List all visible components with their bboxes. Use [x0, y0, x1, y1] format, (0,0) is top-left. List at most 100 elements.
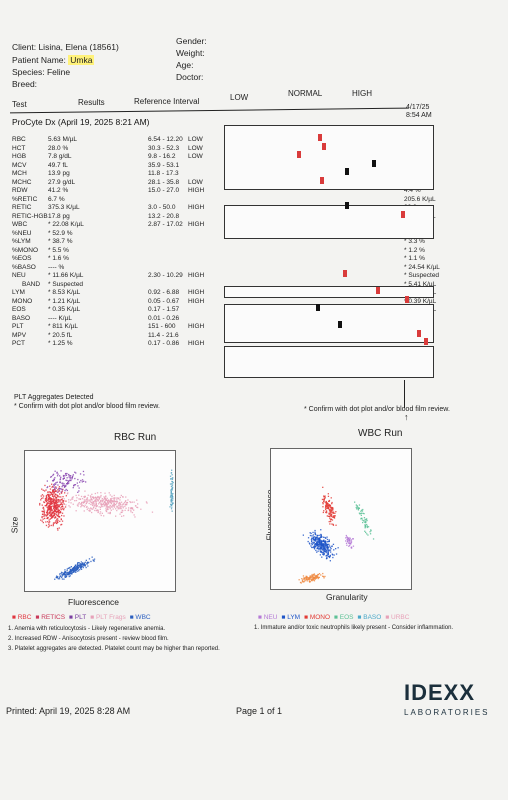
result-flag: HIGH — [188, 289, 205, 296]
scatter-dot — [58, 489, 60, 491]
scatter-dot — [74, 568, 76, 570]
scatter-dot — [109, 512, 111, 514]
scatter-dot — [74, 568, 76, 571]
scatter-dot — [99, 511, 102, 513]
scatter-dot — [60, 492, 63, 494]
scatter-dot — [71, 573, 73, 575]
scatter-dot — [73, 568, 75, 570]
patient-label: Patient Name: — [12, 55, 66, 65]
scatter-dot — [80, 561, 82, 563]
scatter-dot — [324, 540, 326, 542]
scatter-dot — [42, 489, 44, 491]
test-result: * 0.35 K/µL — [48, 306, 81, 313]
scatter-dot — [315, 577, 317, 579]
scatter-dot — [362, 512, 364, 514]
scatter-dot — [81, 481, 83, 483]
scatter-dot — [92, 507, 95, 509]
scatter-dot — [54, 470, 56, 472]
scatter-dot — [313, 548, 316, 550]
scatter-dot — [329, 549, 332, 551]
scatter-dot — [44, 514, 47, 516]
scatter-dot — [312, 536, 314, 538]
scatter-dot — [319, 538, 321, 540]
confirm-note-right: * Confirm with dot plot and/or blood fil… — [304, 406, 450, 413]
scatter-dot — [91, 503, 93, 505]
col-low: LOW — [230, 93, 249, 102]
scatter-dot — [370, 529, 372, 531]
scatter-dot — [302, 575, 305, 577]
scatter-dot — [358, 504, 361, 506]
scatter-dot — [64, 570, 66, 573]
scatter-dot — [126, 503, 128, 506]
scatter-dot — [49, 506, 51, 509]
scatter-dot — [43, 510, 46, 512]
test-result: 13.9 pg — [48, 170, 70, 177]
page-number: Page 1 of 1 — [236, 706, 283, 716]
scatter-dot — [47, 497, 49, 500]
scatter-dot — [332, 524, 335, 526]
scatter-dot — [311, 543, 313, 545]
scatter-dot — [70, 566, 72, 568]
scatter-dot — [73, 570, 75, 572]
scatter-dot — [56, 491, 59, 493]
scatter-dot — [326, 538, 329, 541]
scatter-dot — [170, 493, 172, 495]
scatter-dot — [98, 496, 100, 498]
scatter-dot — [42, 521, 44, 524]
scatter-dot — [69, 499, 72, 501]
scatter-dot — [49, 485, 51, 487]
scatter-dot — [325, 543, 327, 545]
scatter-dot — [100, 496, 102, 498]
scatter-dot — [49, 497, 51, 499]
scatter-dot — [329, 519, 332, 521]
weight-line: Weight: — [176, 48, 205, 58]
scatter-dot — [320, 548, 322, 550]
scatter-dot — [55, 483, 57, 485]
scatter-dot — [320, 543, 323, 545]
scatter-dot — [100, 492, 102, 494]
scatter-dot — [108, 492, 110, 494]
scatter-dot — [73, 484, 76, 486]
scatter-dot — [78, 490, 80, 492]
scatter-dot — [91, 504, 94, 507]
scatter-dot — [357, 509, 360, 511]
scatter-dot — [85, 566, 87, 569]
scatter-dot — [80, 506, 82, 508]
scatter-dot — [54, 487, 56, 489]
scatter-dot — [61, 514, 63, 517]
scatter-dot — [106, 504, 108, 506]
scatter-dot — [314, 545, 316, 547]
scatter-dot — [311, 577, 313, 579]
scatter-dot — [328, 521, 330, 523]
scatter-dot — [172, 502, 174, 504]
scatter-dot — [87, 507, 89, 509]
scatter-dot — [58, 504, 61, 506]
scatter-dot — [327, 507, 330, 509]
scatter-dot — [48, 495, 50, 497]
scatter-dot — [323, 496, 325, 498]
scatter-dot — [366, 519, 368, 522]
scatter-dot — [322, 511, 324, 514]
scatter-dot — [113, 499, 116, 501]
test-name: BASO — [12, 314, 31, 322]
gender-line: Gender: — [176, 36, 207, 46]
scatter-dot — [133, 514, 135, 516]
plt-aggregates-note: PLT Aggregates Detected — [14, 394, 94, 401]
scatter-dot — [325, 504, 327, 506]
scatter-dot — [40, 519, 42, 521]
scatter-dot — [313, 536, 316, 538]
scatter-dot — [332, 554, 334, 556]
scatter-dot — [77, 564, 79, 566]
scatter-dot — [62, 482, 64, 484]
scatter-dot — [334, 512, 336, 514]
scatter-dot — [171, 494, 173, 496]
scatter-dot — [83, 510, 85, 512]
scatter-dot — [48, 496, 50, 498]
scatter-dot — [314, 533, 317, 536]
scatter-dot — [328, 505, 331, 507]
scatter-dot — [49, 511, 52, 513]
scatter-dot — [73, 485, 75, 487]
scatter-dot — [106, 509, 108, 511]
scatter-dot — [74, 567, 76, 569]
scatter-dot — [170, 495, 173, 497]
